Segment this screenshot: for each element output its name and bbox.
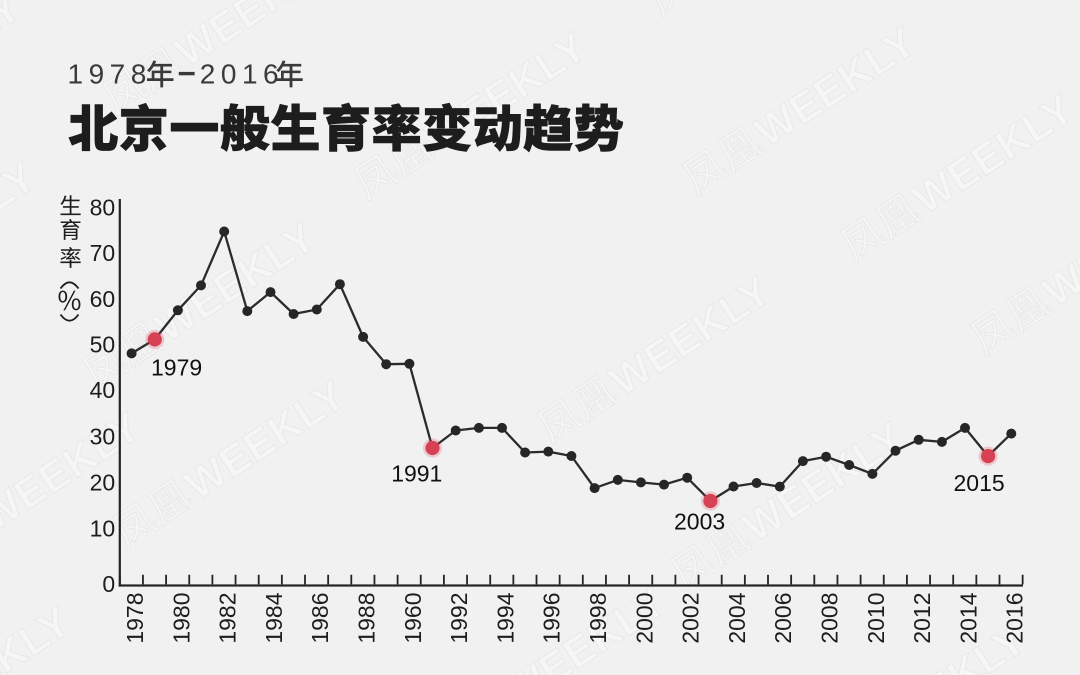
- svg-text:2016: 2016: [1002, 593, 1028, 644]
- svg-text:1986: 1986: [307, 593, 333, 644]
- svg-text:1960: 1960: [400, 593, 426, 644]
- svg-text:1984: 1984: [261, 592, 287, 643]
- svg-text:1978: 1978: [68, 58, 152, 89]
- svg-text:60: 60: [90, 286, 116, 312]
- svg-text:1982: 1982: [215, 593, 241, 644]
- svg-text:2000: 2000: [631, 593, 657, 644]
- svg-text:2010: 2010: [863, 593, 889, 644]
- svg-text:1980: 1980: [168, 593, 194, 644]
- svg-text:1978: 1978: [122, 593, 148, 644]
- svg-text:1992: 1992: [446, 593, 472, 644]
- svg-text:2003: 2003: [674, 509, 725, 535]
- svg-text:1994: 1994: [492, 592, 518, 643]
- svg-text:40: 40: [90, 377, 116, 403]
- svg-text:0: 0: [102, 571, 115, 597]
- svg-text:2015: 2015: [954, 470, 1005, 496]
- svg-text:1988: 1988: [354, 593, 380, 644]
- svg-text:2012: 2012: [909, 593, 935, 644]
- svg-text:2014: 2014: [955, 592, 981, 643]
- svg-text:2004: 2004: [724, 592, 750, 643]
- svg-text:1996: 1996: [539, 593, 565, 644]
- svg-text:2008: 2008: [817, 593, 843, 644]
- svg-text:1998: 1998: [585, 593, 611, 644]
- svg-text:70: 70: [90, 240, 116, 266]
- svg-text:1991: 1991: [391, 461, 442, 487]
- svg-text:2002: 2002: [678, 593, 704, 644]
- svg-text:50: 50: [90, 332, 116, 358]
- svg-text:30: 30: [90, 424, 116, 450]
- svg-text:1979: 1979: [151, 355, 202, 381]
- svg-text:20: 20: [90, 470, 116, 496]
- svg-text:80: 80: [90, 194, 116, 220]
- svg-text:2006: 2006: [770, 593, 796, 644]
- svg-text:10: 10: [90, 516, 116, 542]
- svg-text:2016: 2016: [200, 58, 284, 89]
